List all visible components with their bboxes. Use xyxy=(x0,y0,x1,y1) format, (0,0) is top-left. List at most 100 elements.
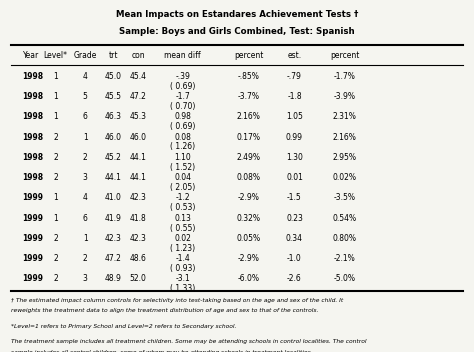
Text: 5: 5 xyxy=(83,92,88,101)
Text: 47.2: 47.2 xyxy=(105,254,121,263)
Text: 1: 1 xyxy=(53,214,58,223)
Text: Year: Year xyxy=(23,51,39,61)
Text: -5.0%: -5.0% xyxy=(333,275,356,283)
Text: ( 1.26): ( 1.26) xyxy=(170,143,195,151)
Text: -.85%: -.85% xyxy=(238,72,260,81)
Text: Sample: Boys and Girls Combined, Test: Spanish: Sample: Boys and Girls Combined, Test: S… xyxy=(119,27,355,36)
Text: † The estimated impact column controls for selectivity into test-taking based on: † The estimated impact column controls f… xyxy=(11,298,343,303)
Text: 6: 6 xyxy=(83,112,88,121)
Text: con: con xyxy=(131,51,145,61)
Text: -1.0: -1.0 xyxy=(287,254,302,263)
Text: 47.2: 47.2 xyxy=(129,92,146,101)
Text: 2.49%: 2.49% xyxy=(237,153,261,162)
Text: 42.3: 42.3 xyxy=(105,234,121,243)
Text: 46.0: 46.0 xyxy=(129,133,146,142)
Text: 2.16%: 2.16% xyxy=(332,133,356,142)
Text: 46.3: 46.3 xyxy=(105,112,121,121)
Text: 0.05%: 0.05% xyxy=(237,234,261,243)
Text: 1998: 1998 xyxy=(23,133,44,142)
Text: 2: 2 xyxy=(53,153,58,162)
Text: -.39: -.39 xyxy=(175,72,190,81)
Text: -3.5%: -3.5% xyxy=(333,193,356,202)
Text: 1: 1 xyxy=(83,234,88,243)
Text: 2: 2 xyxy=(83,153,88,162)
Text: 1.05: 1.05 xyxy=(286,112,303,121)
Text: percent: percent xyxy=(234,51,264,61)
Text: 0.32%: 0.32% xyxy=(237,214,261,223)
Text: 0.54%: 0.54% xyxy=(332,214,356,223)
Text: percent: percent xyxy=(330,51,359,61)
Text: 1999: 1999 xyxy=(23,275,44,283)
Text: -2.9%: -2.9% xyxy=(238,254,260,263)
Text: 45.4: 45.4 xyxy=(129,72,146,81)
Text: -3.9%: -3.9% xyxy=(333,92,356,101)
Text: -1.7: -1.7 xyxy=(175,92,190,101)
Text: 0.08: 0.08 xyxy=(174,133,191,142)
Text: 2: 2 xyxy=(53,173,58,182)
Text: est.: est. xyxy=(287,51,301,61)
Text: 1999: 1999 xyxy=(23,254,44,263)
Text: 1: 1 xyxy=(53,92,58,101)
Text: reweights the treatment data to align the treatment distribution of age and sex : reweights the treatment data to align th… xyxy=(11,308,318,314)
Text: 1.10: 1.10 xyxy=(174,153,191,162)
Text: Grade: Grade xyxy=(73,51,97,61)
Text: 2: 2 xyxy=(53,133,58,142)
Text: 0.02: 0.02 xyxy=(174,234,191,243)
Text: 3: 3 xyxy=(83,275,88,283)
Text: 1998: 1998 xyxy=(23,92,44,101)
Text: 0.01: 0.01 xyxy=(286,173,303,182)
Text: ( 0.69): ( 0.69) xyxy=(170,122,195,131)
Text: 45.0: 45.0 xyxy=(105,72,121,81)
Text: ( 0.93): ( 0.93) xyxy=(170,264,195,273)
Text: 45.5: 45.5 xyxy=(105,92,121,101)
Text: 46.0: 46.0 xyxy=(105,133,121,142)
Text: 1999: 1999 xyxy=(23,214,44,223)
Text: -2.1%: -2.1% xyxy=(334,254,356,263)
Text: ( 0.70): ( 0.70) xyxy=(170,102,195,111)
Text: 1998: 1998 xyxy=(23,72,44,81)
Text: -1.4: -1.4 xyxy=(175,254,190,263)
Text: ( 2.05): ( 2.05) xyxy=(170,183,195,192)
Text: 2.95%: 2.95% xyxy=(332,153,356,162)
Text: 48.6: 48.6 xyxy=(129,254,146,263)
Text: 42.3: 42.3 xyxy=(129,234,146,243)
Text: 0.99: 0.99 xyxy=(286,133,303,142)
Text: 2: 2 xyxy=(53,234,58,243)
Text: 1: 1 xyxy=(53,72,58,81)
Text: ( 0.53): ( 0.53) xyxy=(170,203,195,212)
Text: ( 0.55): ( 0.55) xyxy=(170,224,195,233)
Text: 1998: 1998 xyxy=(23,112,44,121)
Text: -2.9%: -2.9% xyxy=(238,193,260,202)
Text: 2.31%: 2.31% xyxy=(332,112,356,121)
Text: 44.1: 44.1 xyxy=(105,173,121,182)
Text: 1: 1 xyxy=(83,133,88,142)
Text: 0.04: 0.04 xyxy=(174,173,191,182)
Text: 42.3: 42.3 xyxy=(129,193,146,202)
Text: 41.0: 41.0 xyxy=(105,193,121,202)
Text: 1998: 1998 xyxy=(23,173,44,182)
Text: -.79: -.79 xyxy=(287,72,302,81)
Text: *Level=1 refers to Primary School and Level=2 refers to Secondary school.: *Level=1 refers to Primary School and Le… xyxy=(11,324,236,329)
Text: 1.30: 1.30 xyxy=(286,153,303,162)
Text: 45.2: 45.2 xyxy=(105,153,121,162)
Text: -3.1: -3.1 xyxy=(175,275,190,283)
Text: -1.7%: -1.7% xyxy=(334,72,356,81)
Text: -1.8: -1.8 xyxy=(287,92,302,101)
Text: ( 1.52): ( 1.52) xyxy=(170,163,195,172)
Text: 44.1: 44.1 xyxy=(129,173,146,182)
Text: 41.9: 41.9 xyxy=(105,214,121,223)
Text: 1999: 1999 xyxy=(23,193,44,202)
Text: The treatment sample includes all treatment children. Some may be attending scho: The treatment sample includes all treatm… xyxy=(11,339,366,345)
Text: 3: 3 xyxy=(83,173,88,182)
Text: 2.16%: 2.16% xyxy=(237,112,261,121)
Text: 4: 4 xyxy=(83,72,88,81)
Text: 1: 1 xyxy=(53,193,58,202)
Text: 0.98: 0.98 xyxy=(174,112,191,121)
Text: 48.9: 48.9 xyxy=(105,275,121,283)
Text: -2.6: -2.6 xyxy=(287,275,302,283)
Text: 44.1: 44.1 xyxy=(129,153,146,162)
Text: -1.5: -1.5 xyxy=(287,193,302,202)
Text: 45.3: 45.3 xyxy=(129,112,146,121)
Text: 1999: 1999 xyxy=(23,234,44,243)
Text: 2: 2 xyxy=(53,254,58,263)
